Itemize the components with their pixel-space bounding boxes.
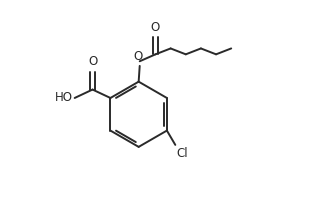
Text: HO: HO: [54, 91, 73, 104]
Text: O: O: [88, 55, 97, 68]
Text: O: O: [133, 50, 142, 63]
Text: Cl: Cl: [176, 147, 188, 160]
Text: O: O: [151, 21, 160, 34]
